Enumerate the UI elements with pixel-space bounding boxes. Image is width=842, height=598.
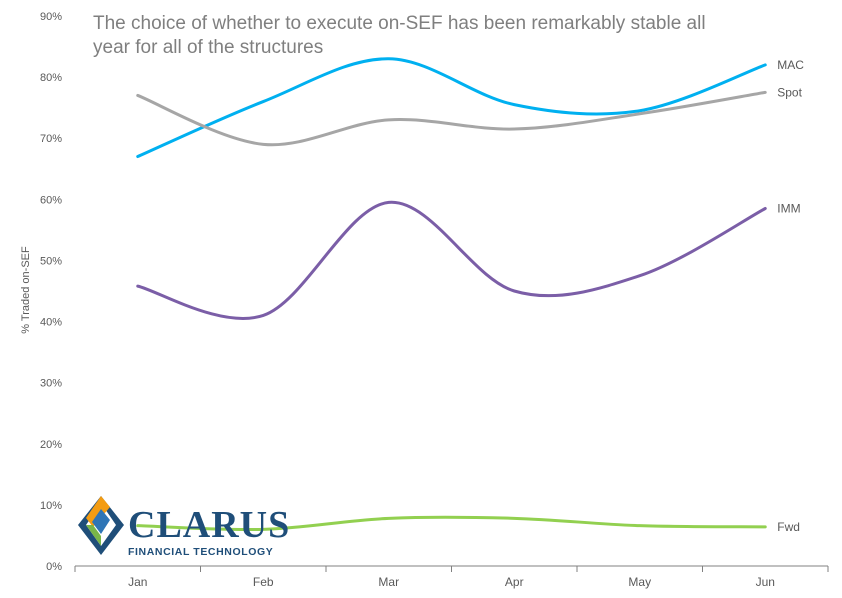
clarus-diamond-icon [78,496,124,555]
series-line-fwd [136,515,767,532]
series-lines [136,57,767,532]
series-line-mac [136,57,767,159]
series-label-spot: Spot [777,85,802,99]
y-axis-label-group: % Traded on-SEF [20,246,32,334]
series-label-mac: MAC [777,58,804,72]
chart-title-line-2: year for all of the structures [93,37,323,58]
x-tick-label: Feb [253,575,274,589]
y-axis-label: % Traded on-SEF [20,246,32,334]
y-tick-label: 80% [40,72,62,84]
y-tick-label: 10% [40,500,62,512]
series-labels: MAC Spot IMM Fwd [777,58,804,534]
x-tick-label: Jun [756,575,775,589]
y-tick-label: 60% [40,194,62,206]
logo-subtitle: FINANCIAL TECHNOLOGY [128,546,273,558]
y-tick-label: 20% [40,439,62,451]
x-tick-label: Mar [378,575,399,589]
x-tick-label: Jan [128,575,147,589]
chart-title: The choice of whether to execute on-SEF … [93,13,711,58]
y-tick-label: 30% [40,378,62,390]
y-tick-label: 90% [40,11,62,23]
chart-title-line-1: The choice of whether to execute on-SEF … [93,13,706,34]
x-axis: Jan Feb Mar Apr May Jun [74,565,829,589]
x-tick-label: Apr [505,575,524,589]
clarus-logo: CLARUS FINANCIAL TECHNOLOGY [78,496,290,558]
series-label-fwd: Fwd [777,520,800,534]
y-tick-label: 70% [40,133,62,145]
y-tick-label: 0% [46,561,62,573]
y-tick-labels: 0% 10% 20% 30% 40% 50% 60% 70% 80% 90% [40,11,62,573]
y-tick-label: 50% [40,255,62,267]
x-tick-label: May [628,575,651,589]
logo-wordmark: CLARUS [128,504,290,546]
series-label-imm: IMM [777,202,800,216]
series-line-spot [136,90,767,147]
series-line-imm [136,200,767,320]
y-tick-label: 40% [40,317,62,329]
